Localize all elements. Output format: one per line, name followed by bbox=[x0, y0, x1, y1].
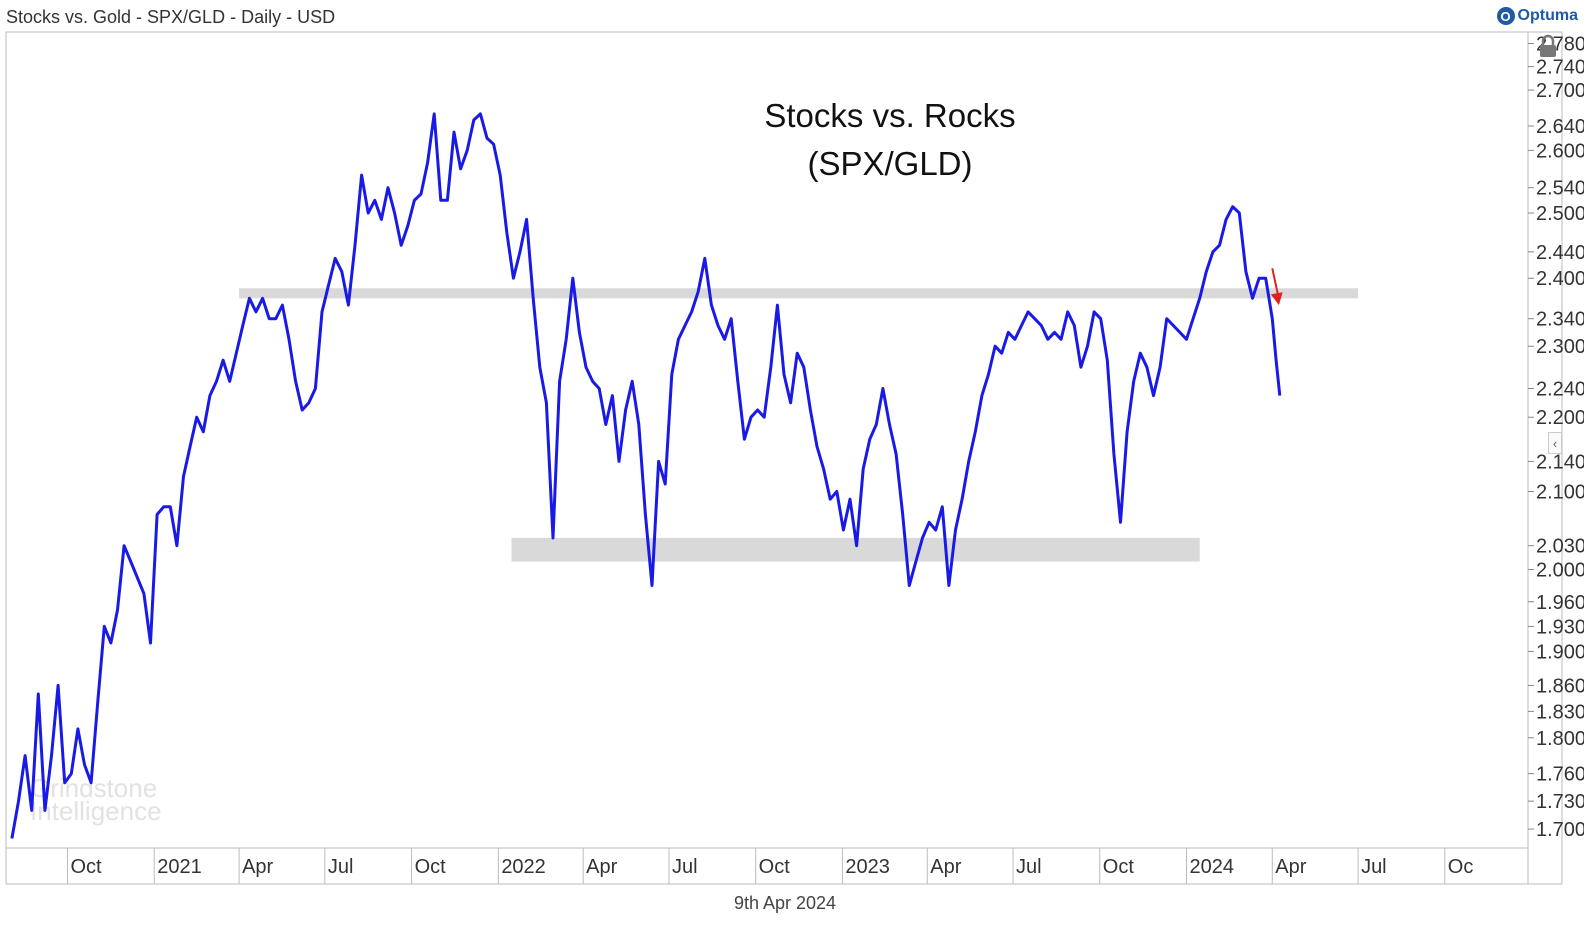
x-tick-label: 2023 bbox=[845, 856, 890, 878]
y-tick-label: 2.440 bbox=[1536, 242, 1584, 264]
y-tick-label: 2.540 bbox=[1536, 178, 1584, 200]
chart-subtitle: (SPX/GLD) bbox=[807, 145, 972, 182]
y-tick-label: 2.000 bbox=[1536, 559, 1584, 581]
y-tick-label: 1.900 bbox=[1536, 641, 1584, 663]
y-tick-label: 1.760 bbox=[1536, 764, 1584, 786]
y-tick-label: 2.600 bbox=[1536, 140, 1584, 162]
lock-icon bbox=[1540, 34, 1556, 57]
chevron-left-icon: ‹ bbox=[1552, 435, 1558, 451]
plot-frame bbox=[5, 31, 1563, 885]
y-tick-label: 1.830 bbox=[1536, 701, 1584, 723]
x-tick-label: Oct bbox=[759, 856, 791, 878]
y-tick-label: 2.340 bbox=[1536, 309, 1584, 331]
x-tick-label: Jul bbox=[672, 856, 698, 878]
y-tick-label: 2.030 bbox=[1536, 536, 1584, 558]
x-tick-label: Apr bbox=[242, 856, 273, 878]
y-tick-label: 2.200 bbox=[1536, 407, 1584, 429]
x-tick-label: Oct bbox=[415, 856, 447, 878]
x-tick-label: Jul bbox=[1361, 856, 1387, 878]
x-tick-label: Apr bbox=[1275, 856, 1306, 878]
x-tick-label: Apr bbox=[930, 856, 961, 878]
y-tick-label: 1.700 bbox=[1536, 819, 1584, 841]
x-tick-label: Apr bbox=[586, 856, 617, 878]
chart-title: Stocks vs. Rocks bbox=[764, 97, 1015, 134]
optuma-logo-icon: O bbox=[1496, 7, 1515, 25]
x-tick-label: 2024 bbox=[1190, 856, 1235, 878]
y-tick-label: 2.400 bbox=[1536, 268, 1584, 290]
y-tick-label: 1.860 bbox=[1536, 675, 1584, 697]
watermark: Grindstone Intelligence bbox=[30, 773, 162, 826]
x-tick-label: Jul bbox=[1016, 856, 1042, 878]
x-tick-label: Oc bbox=[1448, 856, 1474, 878]
watermark-line1: Grindstone bbox=[30, 773, 157, 803]
x-tick-label: Jul bbox=[328, 856, 354, 878]
series-line-0 bbox=[10, 112, 1282, 839]
y-tick-label: 1.930 bbox=[1536, 616, 1584, 638]
y-tick-label: 2.500 bbox=[1536, 203, 1584, 225]
y-tick-label: 1.800 bbox=[1536, 728, 1584, 750]
brand-logo: O Optuma bbox=[1496, 5, 1578, 27]
resistance-band bbox=[239, 288, 1359, 299]
x-tick-label: 2021 bbox=[157, 856, 202, 878]
y-tick-label: 2.700 bbox=[1536, 80, 1584, 102]
x-tick-label: Oct bbox=[71, 856, 103, 878]
trend-arrow-head bbox=[1270, 292, 1283, 306]
y-tick-label: 1.960 bbox=[1536, 592, 1584, 614]
chart-header-title: Stocks vs. Gold - SPX/GLD - Daily - USD bbox=[6, 7, 336, 27]
y-tick-label: 2.240 bbox=[1536, 378, 1584, 400]
y-tick-label: 1.730 bbox=[1536, 791, 1584, 813]
footer-date: 9th Apr 2024 bbox=[733, 893, 837, 913]
lock-button[interactable] bbox=[1537, 34, 1559, 58]
x-tick-label: 2022 bbox=[501, 856, 545, 878]
brand-name: Optuma bbox=[1517, 7, 1578, 24]
x-tick-label: Oct bbox=[1103, 856, 1135, 878]
support-band bbox=[511, 537, 1200, 562]
y-tick-label: 2.140 bbox=[1536, 451, 1584, 473]
y-tick-label: 2.640 bbox=[1536, 116, 1584, 138]
collapse-panel-button[interactable]: ‹ bbox=[1548, 432, 1562, 454]
watermark-line2: Intelligence bbox=[30, 796, 162, 826]
y-tick-label: 2.300 bbox=[1536, 336, 1584, 358]
y-tick-label: 2.100 bbox=[1536, 482, 1584, 504]
y-tick-label: 2.740 bbox=[1536, 57, 1584, 79]
